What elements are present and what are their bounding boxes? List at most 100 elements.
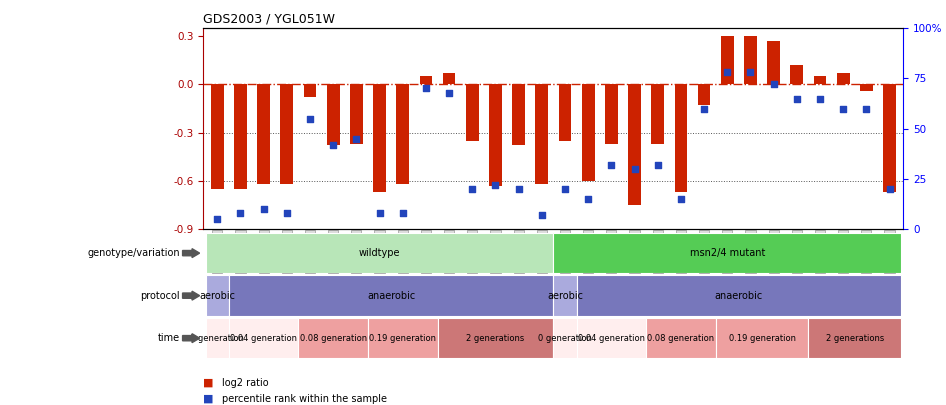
Bar: [373, 85, 386, 192]
Bar: [884, 85, 896, 192]
Point: [882, 185, 897, 192]
Bar: [443, 73, 455, 85]
Text: anaerobic: anaerobic: [367, 291, 415, 301]
Text: 2 generations: 2 generations: [466, 334, 525, 343]
Bar: [234, 85, 247, 189]
Point: [789, 95, 804, 102]
Bar: [396, 85, 409, 184]
Point: [442, 89, 457, 96]
Bar: [698, 85, 710, 105]
Bar: [814, 77, 827, 85]
Text: wildtype: wildtype: [359, 248, 400, 258]
Point: [835, 105, 850, 112]
Bar: [280, 85, 293, 184]
Bar: [211, 85, 223, 189]
Point: [674, 196, 689, 202]
Bar: [577, 318, 646, 358]
Text: ■: ■: [203, 378, 214, 388]
Point: [627, 165, 642, 172]
Point: [279, 209, 294, 216]
Text: 0.08 generation: 0.08 generation: [647, 334, 714, 343]
Bar: [368, 318, 437, 358]
Bar: [437, 318, 553, 358]
Bar: [304, 85, 316, 97]
Point: [464, 185, 480, 192]
Text: protocol: protocol: [140, 291, 180, 301]
Point: [557, 185, 572, 192]
Bar: [489, 85, 501, 185]
Bar: [809, 318, 902, 358]
Point: [534, 211, 550, 218]
Bar: [646, 318, 716, 358]
Bar: [577, 275, 902, 316]
Bar: [205, 275, 229, 316]
Text: 0.08 generation: 0.08 generation: [300, 334, 367, 343]
Bar: [465, 85, 479, 141]
Text: anaerobic: anaerobic: [715, 291, 763, 301]
Bar: [716, 318, 809, 358]
Bar: [419, 77, 432, 85]
Text: percentile rank within the sample: percentile rank within the sample: [222, 394, 387, 404]
Bar: [745, 36, 757, 85]
Text: time: time: [158, 333, 180, 343]
Point: [233, 209, 248, 216]
Text: genotype/variation: genotype/variation: [87, 248, 180, 258]
Bar: [350, 85, 362, 144]
Point: [720, 69, 735, 76]
Bar: [513, 85, 525, 145]
Text: log2 ratio: log2 ratio: [222, 378, 269, 388]
Bar: [721, 36, 734, 85]
Bar: [605, 85, 618, 144]
Bar: [837, 73, 850, 85]
Text: 0.04 generation: 0.04 generation: [230, 334, 297, 343]
Text: 0.04 generation: 0.04 generation: [578, 334, 645, 343]
Text: 0.19 generation: 0.19 generation: [728, 334, 796, 343]
Bar: [791, 65, 803, 85]
Point: [303, 115, 318, 122]
Point: [581, 196, 596, 202]
Bar: [860, 85, 873, 91]
Text: aerobic: aerobic: [547, 291, 583, 301]
Bar: [767, 41, 780, 85]
Bar: [628, 85, 640, 205]
Bar: [229, 275, 553, 316]
Point: [488, 181, 503, 188]
Point: [604, 162, 619, 168]
Bar: [326, 85, 340, 145]
Bar: [535, 85, 548, 184]
Point: [696, 105, 711, 112]
Bar: [298, 318, 368, 358]
Point: [210, 215, 225, 222]
Point: [511, 185, 526, 192]
Text: ■: ■: [203, 394, 214, 404]
Bar: [559, 85, 571, 141]
Bar: [205, 233, 553, 273]
Point: [372, 209, 387, 216]
Text: 0 generation: 0 generation: [190, 334, 244, 343]
Text: msn2/4 mutant: msn2/4 mutant: [690, 248, 765, 258]
Point: [395, 209, 411, 216]
Bar: [553, 318, 577, 358]
Bar: [553, 233, 902, 273]
Text: GDS2003 / YGL051W: GDS2003 / YGL051W: [203, 13, 336, 26]
Point: [813, 95, 828, 102]
Point: [766, 81, 781, 88]
Bar: [582, 85, 594, 181]
Bar: [553, 275, 577, 316]
Text: 0.19 generation: 0.19 generation: [369, 334, 436, 343]
Point: [859, 105, 874, 112]
Bar: [652, 85, 664, 144]
Point: [650, 162, 665, 168]
Point: [743, 69, 758, 76]
Bar: [205, 318, 229, 358]
Point: [349, 135, 364, 142]
Point: [418, 85, 433, 92]
Text: aerobic: aerobic: [200, 291, 236, 301]
Bar: [229, 318, 298, 358]
Point: [325, 141, 341, 148]
Point: [256, 205, 272, 212]
Bar: [257, 85, 270, 184]
Text: 0 generation: 0 generation: [538, 334, 592, 343]
Bar: [674, 85, 688, 192]
Text: 2 generations: 2 generations: [826, 334, 884, 343]
